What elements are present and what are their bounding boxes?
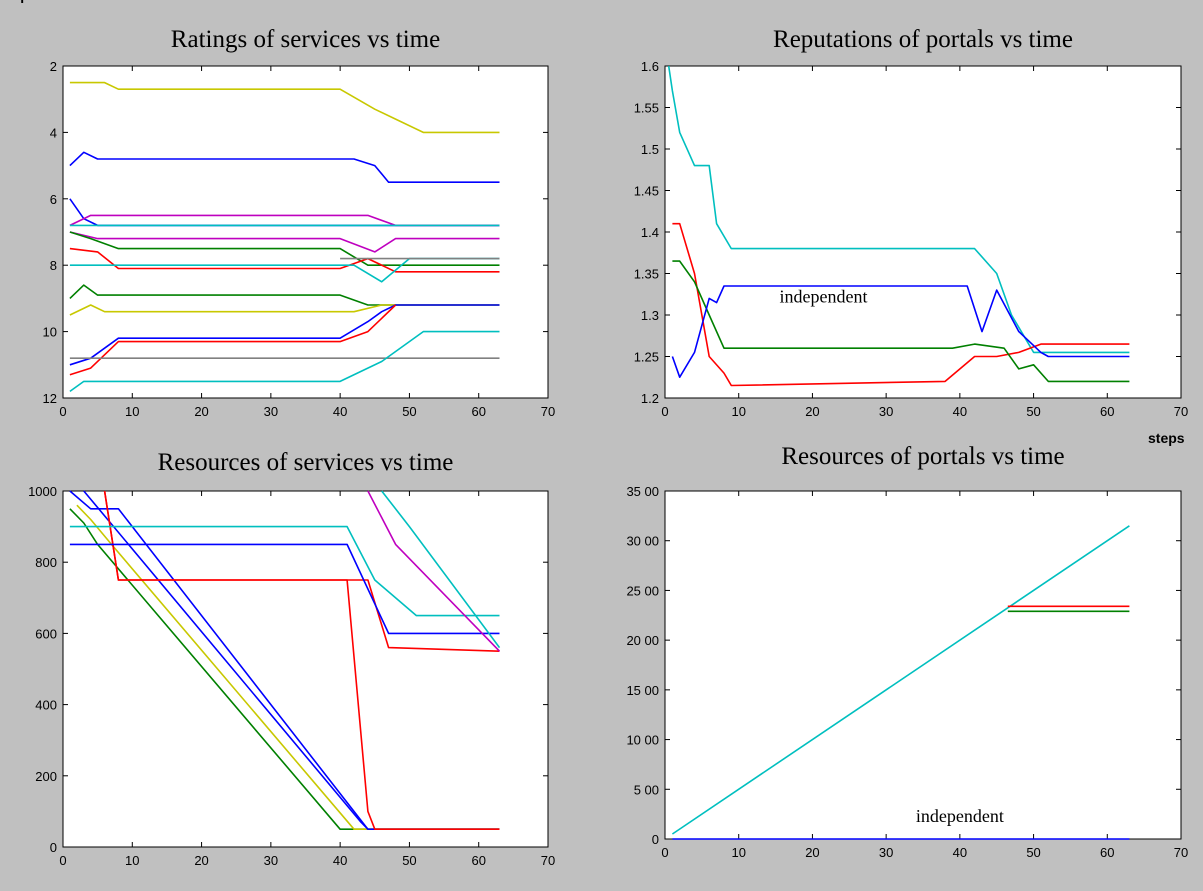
series-line-8 <box>69 247 500 273</box>
chart-title: Resources of portals vs time <box>781 443 1064 470</box>
y-tick-label: 8 <box>50 258 57 273</box>
series-line-3 <box>672 260 1130 383</box>
series-line-7 <box>69 231 500 267</box>
y-tick-label: 1.2 <box>641 391 659 406</box>
x-tick-label: 30 <box>879 404 893 419</box>
y-tick-label: 1.35 <box>634 267 659 282</box>
x-tick-label: 50 <box>402 853 416 868</box>
series-line-1 <box>667 65 1130 354</box>
annotation-label: independent <box>916 806 1004 826</box>
y-tick-label: 5 00 <box>634 782 659 797</box>
x-tick-label: 0 <box>661 845 668 860</box>
y-tick-label: 2 <box>50 59 57 74</box>
y-tick-label: 10 <box>43 325 57 340</box>
series-line-10 <box>381 490 501 649</box>
y-tick-label: 1.25 <box>634 350 659 365</box>
series-line-2 <box>672 222 1130 387</box>
plot-area <box>62 65 549 399</box>
series-line-4 <box>671 285 1130 379</box>
series-line-1 <box>69 81 500 134</box>
x-tick-label: 20 <box>805 404 819 419</box>
x-tick-label: 40 <box>953 845 967 860</box>
x-tick-label: 10 <box>731 845 745 860</box>
y-tick-label: 1.3 <box>641 308 659 323</box>
series-line-5 <box>69 231 500 253</box>
y-tick-label: 1.55 <box>634 101 659 116</box>
series-line-14 <box>69 304 397 376</box>
chart-title: Ratings of services vs time <box>171 26 440 53</box>
plot-area <box>664 65 1182 399</box>
y-tick-label: 20 00 <box>626 633 659 648</box>
y-tick-label: 12 <box>43 391 57 406</box>
y-tick-label: 1.4 <box>641 225 659 240</box>
x-tick-label: 50 <box>1026 404 1040 419</box>
series-line-9 <box>367 490 501 652</box>
x-tick-label: 70 <box>541 404 555 419</box>
x-tick-label: 0 <box>661 404 668 419</box>
x-tick-label: 20 <box>194 853 208 868</box>
y-tick-label: 800 <box>35 555 57 570</box>
chart-title: Resources of services vs time <box>158 449 454 476</box>
y-tick-label: 4 <box>50 125 57 140</box>
series-line-4 <box>83 490 369 830</box>
y-tick-label: 1.45 <box>634 184 659 199</box>
series-line-7 <box>69 543 500 635</box>
y-tick-label: 600 <box>35 626 57 641</box>
x-tick-label: 50 <box>1026 845 1040 860</box>
y-tick-label: 200 <box>35 769 57 784</box>
chart-panel-4: Resources of portals vs time 0 10 20 30 40 50 6… <box>626 443 1188 860</box>
x-tick-label: 10 <box>125 404 139 419</box>
x-tick-label: 0 <box>59 404 66 419</box>
chart-panel-1: Ratings of services vs time 0 10 20 30 40 50 60… <box>43 26 556 419</box>
series-line-1 <box>671 525 1130 835</box>
x-axis-label: steps <box>1148 430 1185 446</box>
chart-title: Reputations of portals vs time <box>773 26 1073 53</box>
y-tick-label: 10 00 <box>626 733 659 748</box>
series-line-16 <box>69 330 500 393</box>
x-tick-label: 60 <box>1100 404 1114 419</box>
x-tick-label: 20 <box>805 845 819 860</box>
x-tick-label: 40 <box>953 404 967 419</box>
y-tick-label: 35 00 <box>626 484 659 499</box>
y-tick-label: 15 00 <box>626 683 659 698</box>
y-tick-label: 0 <box>50 840 57 855</box>
x-tick-label: 30 <box>264 853 278 868</box>
x-tick-label: 60 <box>1100 845 1114 860</box>
x-tick-label: 50 <box>402 404 416 419</box>
x-tick-label: 60 <box>471 853 485 868</box>
y-tick-label: 1.5 <box>641 142 659 157</box>
y-tick-label: 25 00 <box>626 583 659 598</box>
y-tick-label: 6 <box>50 192 57 207</box>
y-tick-label: 0 <box>652 832 659 847</box>
x-tick-label: 30 <box>879 845 893 860</box>
x-tick-label: 70 <box>541 853 555 868</box>
x-tick-label: 40 <box>333 404 347 419</box>
x-tick-label: 0 <box>59 853 66 868</box>
y-tick-label: 1.6 <box>641 59 659 74</box>
annotation-label: independent <box>779 287 867 307</box>
y-tick-label: 1000 <box>28 484 57 499</box>
x-axis-label: steps <box>0 0 37 3</box>
x-tick-label: 30 <box>264 404 278 419</box>
series-line-2 <box>69 151 500 183</box>
chart-panel-2: Reputations of portals vs time 0 10 20 30 40 5… <box>634 26 1189 446</box>
x-tick-label: 20 <box>194 404 208 419</box>
y-tick-label: 30 00 <box>626 534 659 549</box>
series-line-6 <box>103 490 500 652</box>
x-tick-label: 60 <box>471 404 485 419</box>
y-tick-label: 400 <box>35 698 57 713</box>
x-tick-label: 10 <box>731 404 745 419</box>
series-line-8 <box>69 525 500 617</box>
x-tick-label: 10 <box>125 853 139 868</box>
x-tick-label: 40 <box>333 853 347 868</box>
x-tick-label: 70 <box>1174 404 1188 419</box>
x-tick-label: 70 <box>1174 845 1188 860</box>
